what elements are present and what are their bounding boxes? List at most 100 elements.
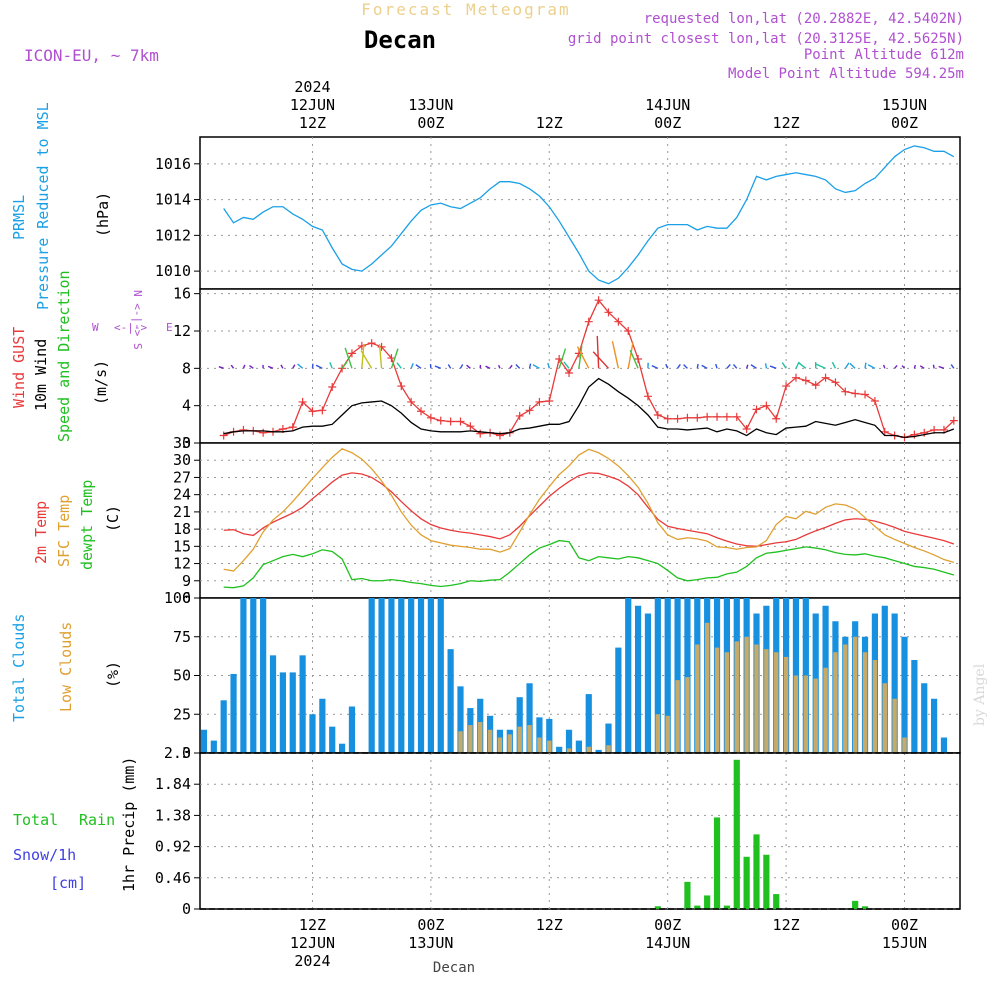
total-clouds-bar <box>664 598 671 753</box>
y-tick-label: 18 <box>173 520 191 538</box>
compass-ns: N <-|-> S <box>131 290 144 350</box>
author-credit: by Angel <box>972 663 988 726</box>
gust-marker <box>831 378 840 387</box>
total-clouds-bar <box>348 706 356 753</box>
tdew-label: dewpt Temp <box>78 480 96 570</box>
y-tick-label: 16 <box>173 285 191 303</box>
wind-arrow <box>459 364 464 369</box>
wind-arrow <box>509 364 513 369</box>
gust-marker <box>525 406 534 415</box>
gust-marker <box>693 413 702 422</box>
gust-marker <box>219 431 228 440</box>
wind-arrow <box>795 361 800 369</box>
total-clouds-bar <box>674 598 681 753</box>
y-tick-label: 100 <box>164 589 191 607</box>
wind-arrow <box>651 364 659 369</box>
panels: 1010101210141016048121669121518212427303… <box>155 136 961 918</box>
gust-marker <box>456 417 465 426</box>
total-clouds-bar <box>891 613 898 753</box>
wind-arrow <box>218 366 224 369</box>
y-tick-label: 33 <box>173 434 191 452</box>
time-tick-label: 13JUN <box>408 96 453 114</box>
panel-frame <box>199 752 961 910</box>
gust-marker <box>397 382 406 391</box>
low-clouds-bar <box>675 680 680 753</box>
low-clouds-bar <box>655 714 661 753</box>
y-tick-label: 1016 <box>155 155 191 173</box>
gridpoint-coords: grid point closest lon,lat (20.3125E, 42… <box>568 31 964 47</box>
total-rain-bar <box>852 900 859 909</box>
y-tick-label: 24 <box>173 486 191 504</box>
total-clouds-bar <box>289 672 296 753</box>
gust-marker <box>515 411 524 420</box>
panel-1: 1010 1012 1014 1016 <box>155 136 961 290</box>
y-tick-label: 0.92 <box>155 838 191 856</box>
wind-arrow <box>750 364 757 369</box>
y-tick-label: 6 <box>182 589 191 607</box>
total-clouds-bar <box>398 598 405 753</box>
time-tick-label: 00Z <box>891 114 918 132</box>
time-tick-label: 00Z <box>417 916 444 934</box>
time-tick-label: 12Z <box>536 916 563 934</box>
y-tick-label: 9 <box>182 572 191 590</box>
model-point-altitude: Model Point Altitude 594.25m <box>728 66 964 82</box>
total-clouds-bar <box>210 740 217 753</box>
time-tick-label: 12Z <box>299 114 326 132</box>
gust-marker <box>357 341 366 350</box>
prmsl-unit: (hPa) <box>94 192 112 237</box>
wind-arrow <box>410 362 414 369</box>
wind-arrow <box>701 364 708 369</box>
total-clouds-bar <box>329 726 336 753</box>
y-tick-label: 1010 <box>155 262 191 280</box>
snow-label: Snow/1h <box>13 846 76 864</box>
t2m-label: 2m Temp <box>32 501 50 564</box>
wind-unit: (m/s) <box>92 360 110 405</box>
low-clouds-bar <box>754 644 759 753</box>
wind-arrow <box>344 347 353 369</box>
total-rain-bar <box>773 894 780 909</box>
gust-marker <box>436 416 445 425</box>
total-clouds-bar <box>526 683 533 753</box>
wind-arrow <box>361 343 365 369</box>
time-tick-label: 2024 <box>294 952 330 970</box>
total-clouds-bar <box>940 737 948 753</box>
wind-arrow <box>596 335 600 369</box>
gust-marker <box>851 389 860 398</box>
total-clouds-bar <box>417 598 425 753</box>
time-tick-label: 00Z <box>891 916 918 934</box>
low-clouds-bar <box>478 722 483 753</box>
wind-arrow <box>919 365 925 369</box>
low-clouds-bar <box>487 729 493 753</box>
low-clouds-bar <box>695 644 700 753</box>
low-clouds-bar <box>813 678 818 753</box>
low-clouds-bar <box>458 731 463 753</box>
gust-marker <box>762 401 771 410</box>
prmsl-line <box>223 145 955 285</box>
total-clouds-bar <box>556 746 563 753</box>
compass-arrows: <-|-> <box>114 321 147 334</box>
low-clouds-bar <box>586 746 591 753</box>
panel-frame <box>199 442 961 599</box>
low-clouds-bar <box>468 725 473 753</box>
total-clouds-bar <box>200 729 208 753</box>
total-clouds-bar <box>220 700 227 753</box>
total-rain-bar <box>684 881 691 909</box>
wind-arrow <box>867 364 876 369</box>
low-clouds-bar <box>744 636 749 753</box>
panel-5: 0 0.46 0.92 1.38 1.84 2.3 <box>155 744 961 918</box>
wind-arrow <box>341 361 348 369</box>
total-clouds-bar <box>654 598 661 753</box>
total-clouds-bar <box>299 655 306 753</box>
low-clouds-bar <box>833 652 838 753</box>
total-clouds-bar <box>457 686 464 753</box>
low-clouds-bar <box>606 745 611 753</box>
wind-arrow <box>515 364 521 369</box>
wind-desc-label: Speed and Direction <box>55 270 73 442</box>
wind-arrow <box>378 344 383 369</box>
y-tick-label: 25 <box>173 705 191 723</box>
wind-arrow <box>547 362 550 369</box>
total-clouds-bar <box>388 598 395 753</box>
gust-marker <box>377 342 386 351</box>
time-tick-label: 12Z <box>536 114 563 132</box>
